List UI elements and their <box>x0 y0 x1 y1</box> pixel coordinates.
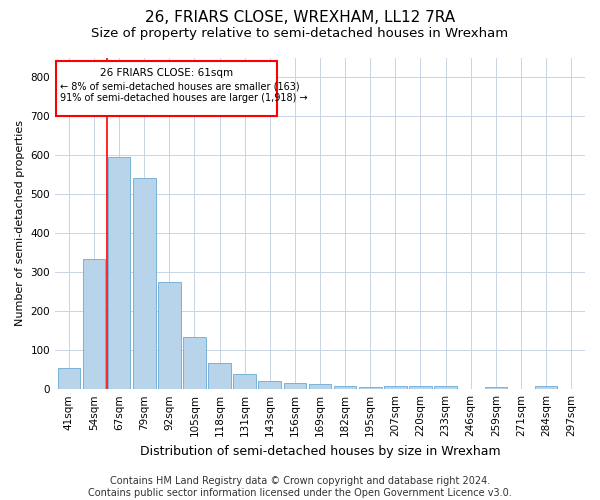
Bar <box>233 374 256 389</box>
Text: 26, FRIARS CLOSE, WREXHAM, LL12 7RA: 26, FRIARS CLOSE, WREXHAM, LL12 7RA <box>145 10 455 25</box>
Bar <box>535 386 557 389</box>
Bar <box>334 386 356 389</box>
Text: 91% of semi-detached houses are larger (1,918) →: 91% of semi-detached houses are larger (… <box>60 94 308 104</box>
Text: ← 8% of semi-detached houses are smaller (163): ← 8% of semi-detached houses are smaller… <box>60 82 299 92</box>
Y-axis label: Number of semi-detached properties: Number of semi-detached properties <box>15 120 25 326</box>
Bar <box>133 178 155 389</box>
Bar <box>208 363 231 389</box>
Bar <box>434 386 457 389</box>
Bar <box>309 384 331 389</box>
Bar <box>384 386 407 389</box>
FancyBboxPatch shape <box>56 62 277 116</box>
Bar <box>158 282 181 389</box>
Text: 26 FRIARS CLOSE: 61sqm: 26 FRIARS CLOSE: 61sqm <box>100 68 233 78</box>
Bar <box>183 336 206 389</box>
Text: Size of property relative to semi-detached houses in Wrexham: Size of property relative to semi-detach… <box>91 28 509 40</box>
Text: Contains HM Land Registry data © Crown copyright and database right 2024.
Contai: Contains HM Land Registry data © Crown c… <box>88 476 512 498</box>
Bar <box>485 387 507 389</box>
Bar <box>108 156 130 389</box>
Bar <box>284 382 306 389</box>
Bar <box>359 387 382 389</box>
Bar <box>409 386 432 389</box>
Bar <box>58 368 80 389</box>
Bar <box>259 380 281 389</box>
X-axis label: Distribution of semi-detached houses by size in Wrexham: Distribution of semi-detached houses by … <box>140 444 500 458</box>
Bar <box>83 259 105 389</box>
